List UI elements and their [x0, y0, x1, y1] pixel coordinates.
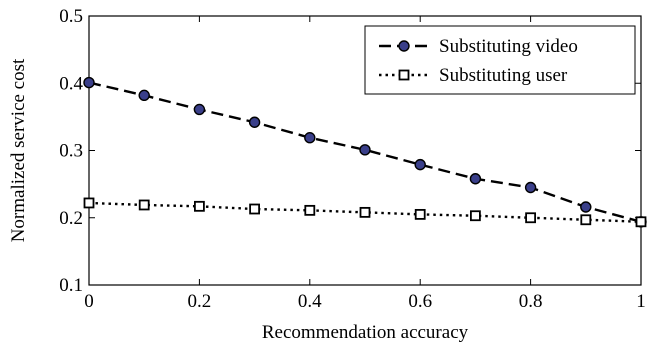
data-point: [580, 201, 592, 213]
data-point: [193, 103, 206, 116]
data-point: [359, 206, 371, 218]
legend-marker: [398, 69, 410, 81]
x-tick-label: 0.2: [188, 291, 212, 312]
data-point: [304, 132, 316, 144]
x-tick-label: 1: [636, 291, 646, 312]
x-axis-label: Recommendation accuracy: [262, 322, 469, 343]
data-point: [414, 208, 426, 220]
axes: 0 0.2 0.4 0.6 0.8 1 0.1 0.2 0.3 0.4 0.5: [59, 6, 646, 312]
legend-box: [364, 25, 636, 95]
x-tick-label: 0: [84, 291, 94, 312]
data-point: [138, 199, 150, 211]
legend-label: Substituting video: [439, 36, 578, 57]
data-point: [580, 214, 592, 226]
x-tick-label: 0.4: [298, 291, 322, 312]
series-line: [88, 81, 642, 223]
data-point: [304, 204, 316, 216]
data-point: [83, 197, 95, 209]
series-line: [88, 201, 642, 223]
data-point: [524, 181, 537, 194]
y-tick-label: 0.1: [59, 275, 83, 296]
x-tick-label: 0.6: [408, 291, 432, 312]
legend: Substituting video Substituting user: [364, 25, 636, 95]
data-point: [469, 173, 482, 185]
data-point: [248, 116, 261, 128]
data-point: [359, 144, 371, 156]
legend-entry: Substituting user: [379, 65, 568, 86]
series-layer: [83, 76, 647, 228]
data-point: [83, 76, 95, 89]
data-point: [414, 158, 426, 171]
legend-marker: [398, 40, 410, 52]
y-tick-label: 0.2: [59, 208, 83, 229]
data-point: [249, 203, 261, 215]
data-point: [138, 89, 150, 102]
y-axis-label: Normalized service cost: [8, 58, 29, 242]
data-point: [635, 216, 647, 228]
legend-entry: Substituting video: [379, 36, 578, 57]
data-point: [469, 210, 481, 222]
y-tick-label: 0.3: [59, 141, 83, 162]
y-tick-label: 0.4: [59, 73, 83, 94]
x-tick-label: 0.8: [519, 291, 543, 312]
data-point: [525, 212, 536, 224]
legend-label: Substituting user: [439, 65, 568, 86]
data-point: [193, 200, 205, 212]
series-substituting-user: [83, 197, 647, 228]
y-tick-label: 0.5: [59, 6, 83, 27]
